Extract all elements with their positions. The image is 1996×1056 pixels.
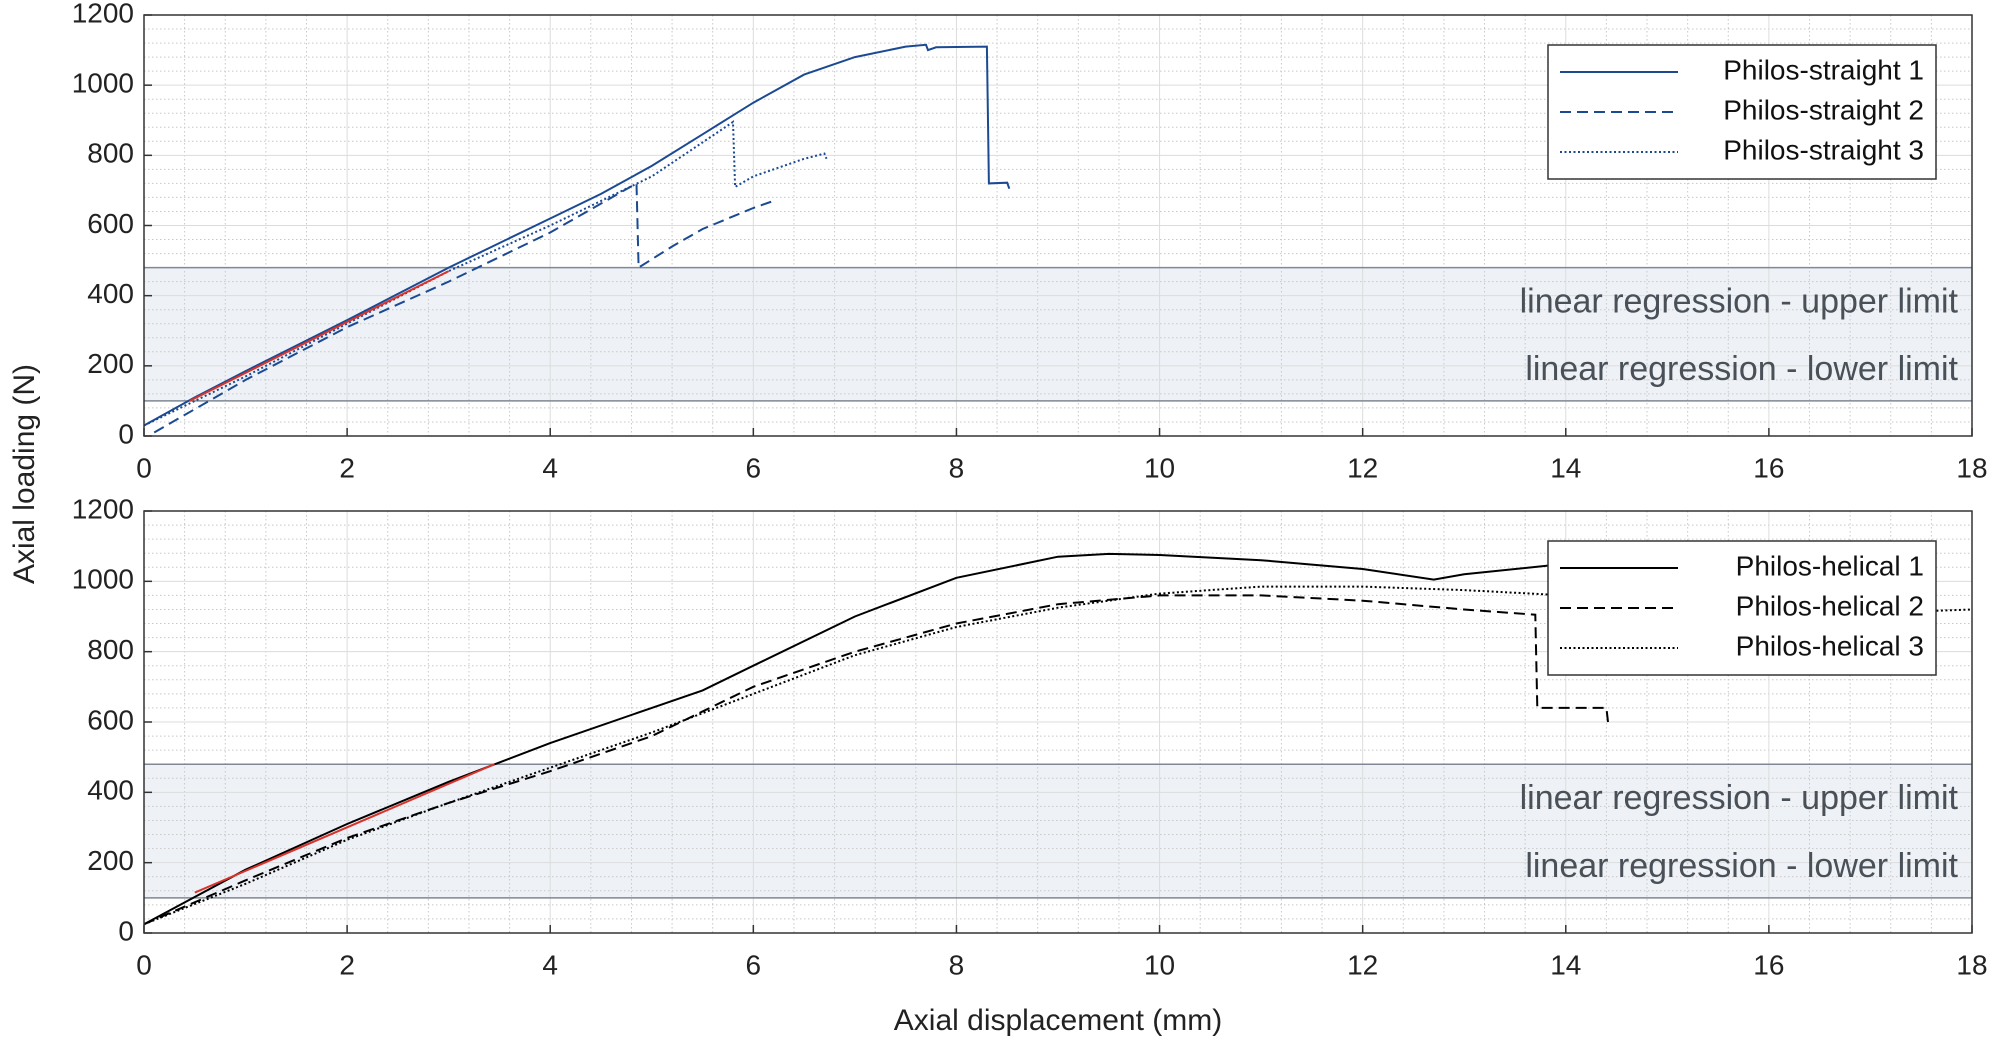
regression-line [189, 270, 450, 402]
y-tick-label: 0 [118, 418, 134, 449]
x-tick-label: 4 [542, 452, 558, 483]
legend-label: Philos-helical 1 [1736, 550, 1924, 581]
y-tick-label: 800 [87, 138, 134, 169]
legend-label: Philos-straight 2 [1723, 94, 1924, 125]
y-tick-label: 1000 [72, 564, 134, 595]
data-line [153, 181, 774, 434]
x-tick-label: 8 [949, 452, 965, 483]
legend-label: Philos-straight 3 [1723, 134, 1924, 165]
x-tick-label: 0 [136, 949, 152, 980]
y-tick-label: 400 [87, 278, 134, 309]
y-tick-label: 0 [118, 915, 134, 946]
legend-label: Philos-helical 3 [1736, 630, 1924, 661]
annotation: linear regression - upper limit [1520, 283, 1959, 321]
annotation: linear regression - lower limit [1525, 847, 1958, 885]
annotation: linear regression - lower limit [1525, 350, 1958, 388]
plot-area [144, 511, 1972, 933]
data-line [144, 594, 1610, 926]
legend-label: Philos-helical 2 [1736, 590, 1924, 621]
x-tick-label: 8 [949, 949, 965, 980]
y-tick-label: 600 [87, 208, 134, 239]
limit-band [144, 267, 1972, 401]
x-tick-label: 12 [1347, 949, 1378, 980]
y-tick-label: 1200 [72, 493, 134, 524]
x-tick-label: 16 [1753, 949, 1784, 980]
x-tick-label: 2 [339, 949, 355, 980]
legend-label: Philos-straight 1 [1723, 54, 1924, 85]
y-axis-label: Axial loading (N) [8, 364, 41, 584]
y-tick-label: 400 [87, 775, 134, 806]
data-line [144, 43, 1011, 427]
x-tick-label: 14 [1550, 452, 1581, 483]
y-tick-label: 800 [87, 634, 134, 665]
x-tick-label: 10 [1144, 949, 1175, 980]
y-tick-label: 1000 [72, 68, 134, 99]
x-axis-label: Axial displacement (mm) [894, 1004, 1222, 1037]
x-tick-label: 16 [1753, 452, 1784, 483]
x-tick-label: 6 [746, 452, 762, 483]
y-tick-label: 200 [87, 845, 134, 876]
annotation: linear regression - upper limit [1520, 779, 1959, 817]
x-tick-label: 0 [136, 452, 152, 483]
y-tick-label: 200 [87, 348, 134, 379]
plot-area [144, 15, 1972, 436]
x-tick-label: 4 [542, 949, 558, 980]
x-tick-label: 12 [1347, 452, 1378, 483]
regression-line [194, 763, 495, 894]
y-tick-label: 1200 [72, 0, 134, 28]
limit-band [144, 764, 1972, 898]
x-tick-label: 18 [1956, 949, 1987, 980]
y-tick-label: 600 [87, 704, 134, 735]
x-tick-label: 14 [1550, 949, 1581, 980]
x-tick-label: 10 [1144, 452, 1175, 483]
data-line [144, 120, 828, 427]
x-tick-label: 6 [746, 949, 762, 980]
data-line [144, 552, 1566, 926]
x-tick-label: 2 [339, 452, 355, 483]
x-tick-label: 18 [1956, 452, 1987, 483]
